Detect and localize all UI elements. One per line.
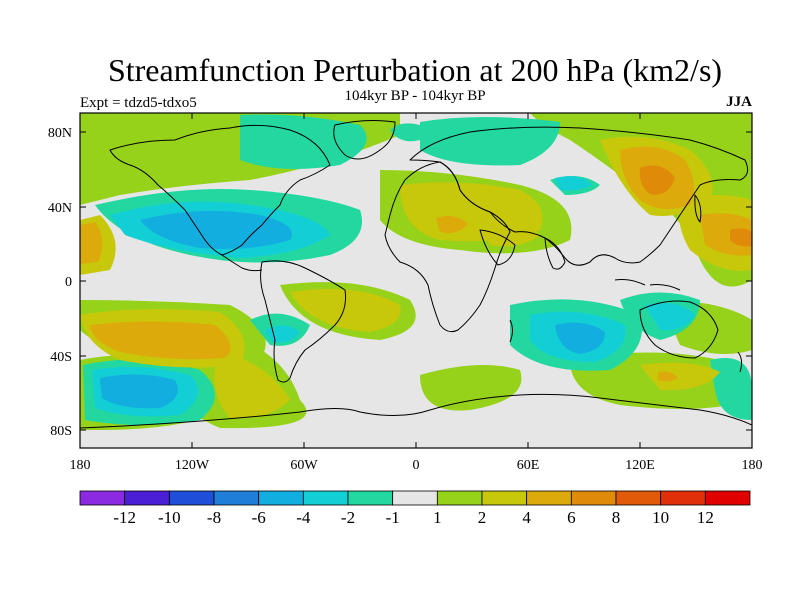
lon-label: 60W [290, 458, 318, 473]
colorbar-label: -10 [158, 508, 181, 527]
colorbar-swatch [258, 490, 304, 506]
map-subtitle: 104kyr BP - 104kyr BP [344, 88, 486, 104]
colorbar-swatch [570, 490, 617, 506]
lat-label: 80S [50, 424, 72, 439]
lat-label: 40S [50, 350, 72, 365]
colorbar-swatch [79, 490, 126, 506]
season-label: JJA [726, 94, 752, 110]
colorbar-swatch [704, 490, 751, 506]
colorbar-swatch [124, 490, 170, 506]
colorbar-swatch [481, 490, 528, 506]
colorbar-label: 12 [697, 508, 714, 527]
colorbar-swatch [302, 490, 349, 506]
colorbar-label: -2 [341, 508, 355, 527]
colorbar-swatch [436, 490, 483, 506]
colorbar-label: -8 [207, 508, 221, 527]
colorbar-swatch [615, 490, 662, 506]
colorbar-swatch [347, 490, 394, 506]
lat-label: 0 [65, 275, 72, 290]
colorbar-labels: -12 -10 -8 -6 -4 -2 -1 1 2 4 6 8 10 12 [113, 508, 713, 527]
lon-label: 0 [413, 458, 420, 473]
colorbar-label: -12 [113, 508, 136, 527]
map-panel [80, 113, 752, 448]
colorbar-label: 8 [612, 508, 621, 527]
colorbar-swatch [526, 490, 572, 506]
experiment-label: Expt = tdzd5-tdxo5 [80, 95, 197, 111]
map-title: Streamfunction Perturbation at 200 hPa (… [107, 52, 723, 88]
contour-level-6-8 [639, 165, 752, 247]
colorbar-swatch [213, 490, 260, 506]
longitude-labels: 180 120W 60W 0 60E 120E 180 [70, 458, 763, 473]
colorbar-label: 10 [652, 508, 669, 527]
lon-label: 120W [175, 458, 210, 473]
colorbar-swatch [392, 490, 438, 506]
lat-label: 80N [48, 126, 72, 141]
colorbar-label: 2 [478, 508, 487, 527]
colorbar-label: 1 [433, 508, 442, 527]
colorbar-swatch [660, 490, 706, 506]
latitude-labels: 80N 40N 0 40S 80S [48, 126, 72, 439]
colorbar-label: -4 [296, 508, 311, 527]
colorbar-label: 4 [522, 508, 531, 527]
colorbar [79, 490, 751, 506]
coastlines [80, 120, 752, 429]
lon-label: 60E [517, 458, 540, 473]
lon-label: 180 [70, 458, 91, 473]
lat-label: 40N [48, 201, 72, 216]
contour-level-neg4-6 [100, 211, 605, 409]
lon-label: 120E [625, 458, 655, 473]
colorbar-label: -1 [386, 508, 400, 527]
colorbar-label: -6 [252, 508, 266, 527]
colorbar-label: 6 [567, 508, 576, 527]
axis-ticks [80, 113, 752, 448]
lon-label: 180 [742, 458, 763, 473]
colorbar-swatch [168, 490, 215, 506]
